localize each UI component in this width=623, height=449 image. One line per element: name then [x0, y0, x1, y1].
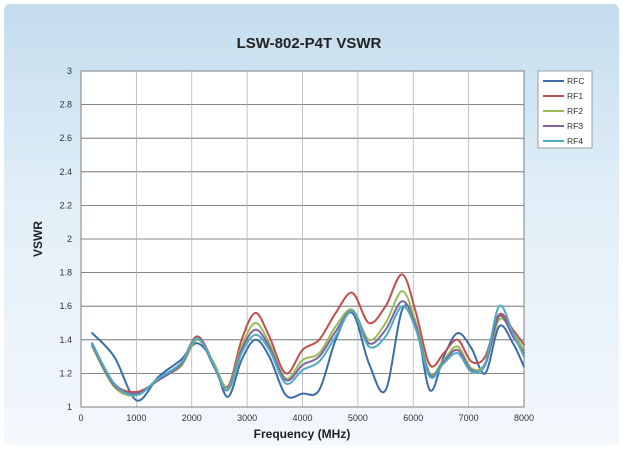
legend-label-rf4: RF4	[567, 136, 583, 146]
x-tick-label: 5000	[348, 413, 368, 423]
x-tick-label: 3000	[237, 413, 257, 423]
legend: RFC RF1 RF2 RF3 RF4	[537, 70, 593, 149]
legend-label-rf2: RF2	[567, 106, 583, 116]
y-tick-label: 1.2	[59, 368, 72, 378]
y-tick-label: 1	[67, 402, 72, 412]
y-tick-label: 2.4	[59, 167, 72, 177]
y-tick-label: 2.2	[59, 200, 72, 210]
x-tick-label: 2000	[182, 413, 202, 423]
x-tick-label: 1000	[126, 413, 146, 423]
plot-border	[80, 70, 525, 408]
y-tick-label: 1.4	[59, 335, 72, 345]
y-tick-label: 2	[67, 234, 72, 244]
x-tick-label: 6000	[403, 413, 423, 423]
series-line-rf4	[91, 304, 525, 397]
y-tick-label: 1.6	[59, 301, 72, 311]
x-tick-label: 7000	[459, 413, 479, 423]
legend-label-rf3: RF3	[567, 121, 583, 131]
chart-title: LSW-802-P4T VSWR	[237, 35, 382, 52]
legend-label-rfc: RFC	[567, 76, 584, 86]
tick-labels: 1 1.2 1.4 1.6 1.8 2 2.2 2.4 2.6 2.8 3 0 1000 2000 3000…	[59, 66, 534, 423]
x-tick-label: 4000	[292, 413, 312, 423]
chart-frame: LSW-802-P4T VSWR 1 1.2 1.4 1.6 1.8 2 2.2 2.4 2.6…	[4, 4, 619, 445]
vswr-chart: LSW-802-P4T VSWR 1 1.2 1.4 1.6 1.8 2 2.2 2.4 2.6…	[31, 35, 593, 441]
x-axis-label: Frequency (MHz)	[254, 427, 351, 441]
y-tick-label: 2.6	[59, 133, 72, 143]
legend-label-rf1: RF1	[567, 91, 583, 101]
y-tick-label: 3	[67, 66, 72, 76]
series-lines	[91, 273, 525, 402]
legend-box	[537, 70, 593, 149]
y-axis-label: VSWR	[31, 221, 45, 257]
y-tick-label: 2.8	[59, 100, 72, 110]
y-tick-label: 1.8	[59, 268, 72, 278]
x-tick-label: 0	[78, 413, 83, 423]
x-tick-label: 8000	[514, 413, 534, 423]
